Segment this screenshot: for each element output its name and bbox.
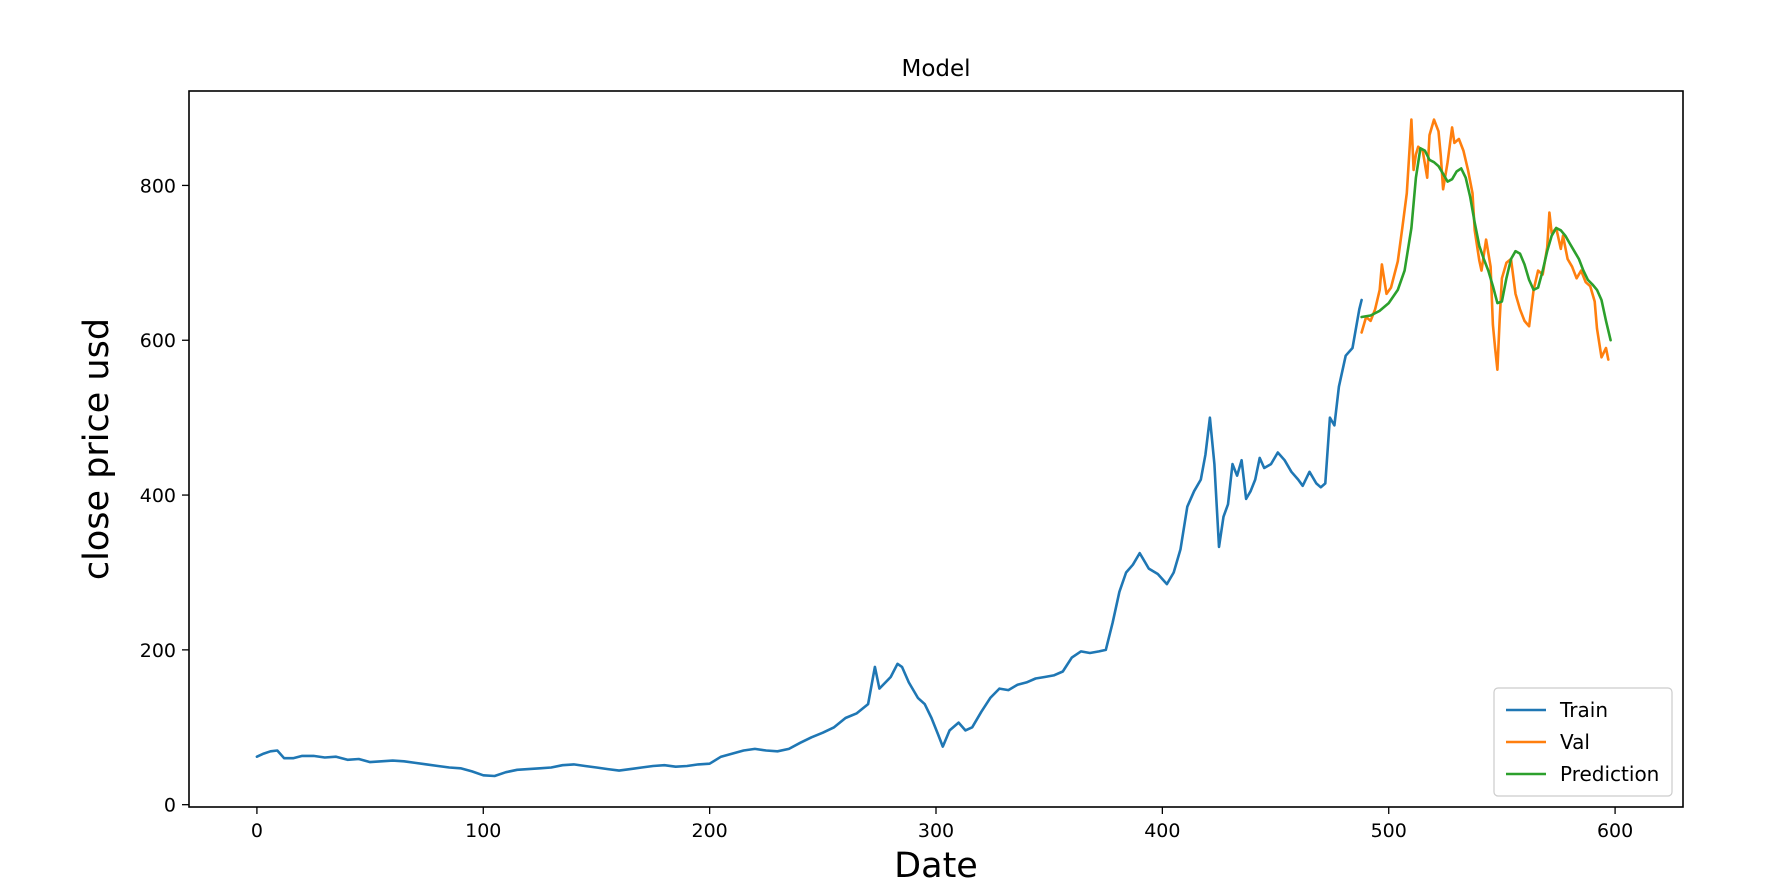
x-tick-label: 400 [1144, 820, 1180, 842]
legend-label-val: Val [1560, 730, 1590, 754]
y-axis-label: close price usd [77, 318, 117, 580]
chart-title: Model [901, 56, 970, 82]
x-tick-label: 100 [465, 820, 501, 842]
y-tick-label: 0 [164, 795, 176, 817]
legend-label-train: Train [1559, 698, 1608, 722]
x-axis-ticks: 0 100 200 300 400 500 600 [251, 807, 1633, 842]
x-tick-label: 0 [251, 820, 263, 842]
series-line-train [255, 298, 1363, 778]
series-line-prediction [1360, 147, 1612, 342]
y-tick-label: 600 [140, 330, 176, 352]
x-tick-label: 200 [692, 820, 728, 842]
legend: Train Val Prediction [1493, 687, 1673, 797]
x-tick-label: 500 [1371, 820, 1407, 842]
y-axis-ticks: 0 200 400 600 800 [140, 175, 189, 817]
x-tick-label: 600 [1597, 820, 1633, 842]
x-tick-label: 300 [918, 820, 954, 842]
series-line-val [1360, 118, 1610, 371]
legend-label-prediction: Prediction [1560, 762, 1659, 786]
y-tick-label: 400 [140, 485, 176, 507]
y-tick-label: 800 [140, 175, 176, 197]
x-axis-label: Date [894, 846, 978, 886]
series-layer [255, 118, 1612, 778]
y-tick-label: 200 [140, 640, 176, 662]
legend-box [1493, 687, 1673, 797]
